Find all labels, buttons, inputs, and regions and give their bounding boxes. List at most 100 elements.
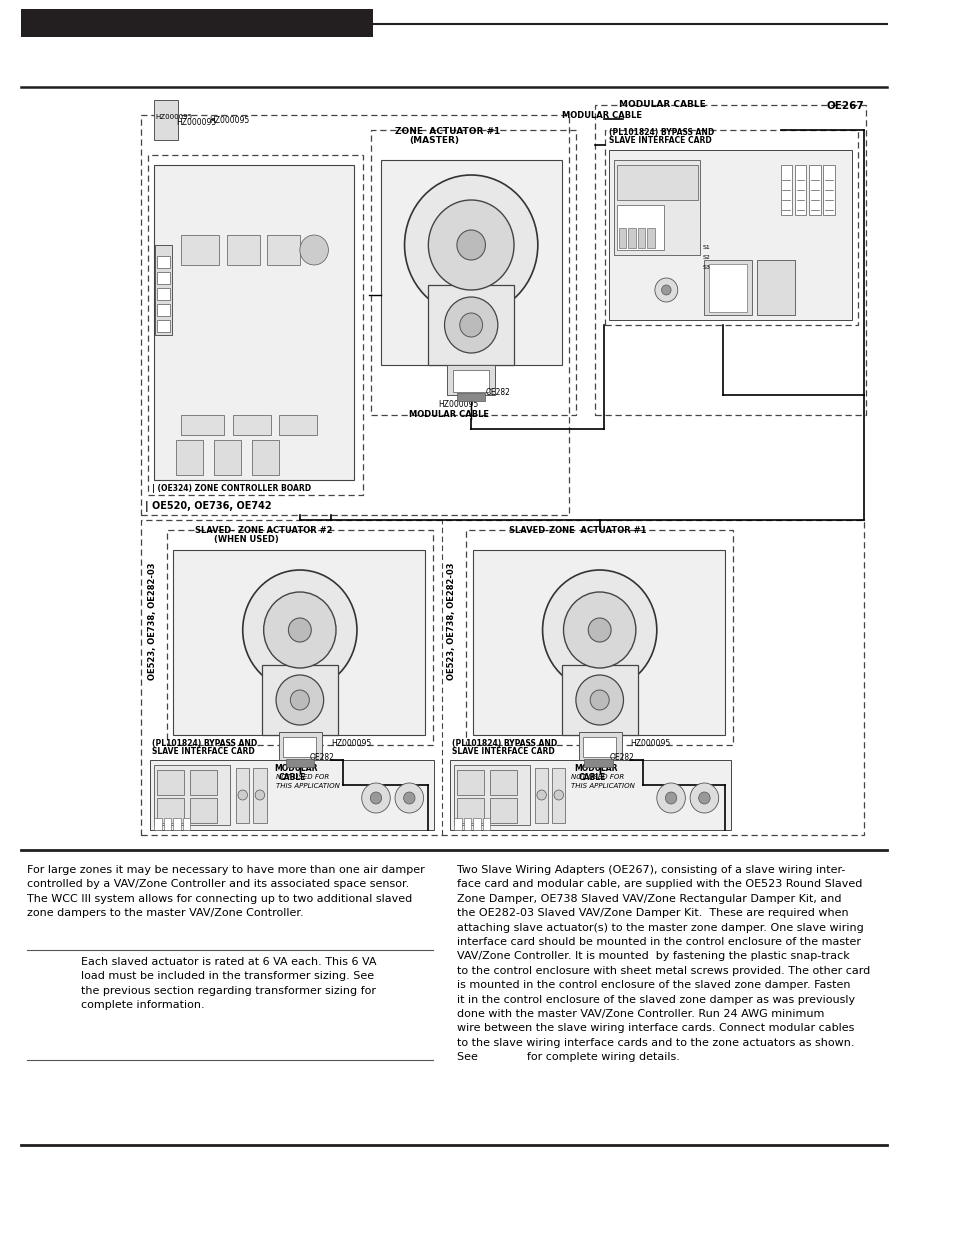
Text: ZONE  ACTUATOR #1: ZONE ACTUATOR #1 <box>395 127 499 136</box>
Bar <box>155 245 172 335</box>
Bar <box>173 550 425 735</box>
Text: OE282: OE282 <box>609 753 634 762</box>
Bar <box>157 256 171 268</box>
Text: (PL101824) BYPASS AND: (PL101824) BYPASS AND <box>452 739 557 748</box>
Circle shape <box>370 792 381 804</box>
Bar <box>756 261 794 315</box>
Bar <box>609 149 851 320</box>
Circle shape <box>554 790 563 800</box>
Bar <box>278 415 316 435</box>
Circle shape <box>654 278 677 303</box>
Text: OE282: OE282 <box>485 388 510 396</box>
Text: S2: S2 <box>701 254 710 261</box>
Circle shape <box>242 571 356 690</box>
Text: MODULAR CABLE: MODULAR CABLE <box>561 111 641 120</box>
Circle shape <box>263 592 335 668</box>
Bar <box>173 818 181 830</box>
Text: S3: S3 <box>701 266 710 270</box>
Bar <box>261 664 337 735</box>
Bar <box>584 760 613 767</box>
Bar <box>646 228 654 248</box>
Bar <box>578 732 621 760</box>
Bar <box>278 732 321 760</box>
Bar <box>151 760 434 830</box>
Text: SLAVED- ZONE ACTUATOR #2: SLAVED- ZONE ACTUATOR #2 <box>195 526 333 535</box>
Text: HZ000095: HZ000095 <box>630 739 670 748</box>
Bar <box>618 228 626 248</box>
Text: S1: S1 <box>701 245 709 249</box>
Text: OE523, OE738, OE282-03: OE523, OE738, OE282-03 <box>447 562 456 680</box>
Bar <box>535 768 548 823</box>
Bar <box>141 520 863 835</box>
Circle shape <box>459 312 482 337</box>
Bar <box>154 818 162 830</box>
Bar <box>154 100 178 140</box>
Circle shape <box>403 792 415 804</box>
Text: (PL101824) BYPASS AND: (PL101824) BYPASS AND <box>152 739 257 748</box>
Text: OE282: OE282 <box>309 753 334 762</box>
Bar <box>447 366 495 395</box>
Bar <box>456 393 485 401</box>
Bar <box>808 165 820 215</box>
Bar <box>157 288 171 300</box>
Text: NOT USED FOR: NOT USED FOR <box>571 774 623 781</box>
Bar <box>167 530 433 745</box>
Text: THIS APPLICATION: THIS APPLICATION <box>571 783 635 789</box>
Bar <box>252 440 278 475</box>
Bar <box>456 769 483 795</box>
Bar <box>638 228 644 248</box>
Bar <box>454 818 461 830</box>
Bar <box>617 165 697 200</box>
Text: CABLE: CABLE <box>278 773 306 782</box>
Text: HZ000095: HZ000095 <box>331 739 371 748</box>
Bar <box>561 664 638 735</box>
Text: CABLE: CABLE <box>578 773 605 782</box>
Bar <box>450 760 730 830</box>
Circle shape <box>361 783 390 813</box>
Bar <box>473 550 724 735</box>
Bar <box>226 235 259 266</box>
Text: MODULAR: MODULAR <box>274 764 317 773</box>
Bar <box>176 440 203 475</box>
Circle shape <box>664 792 676 804</box>
Bar <box>822 165 834 215</box>
Bar <box>482 818 490 830</box>
Circle shape <box>444 296 497 353</box>
Bar <box>154 764 230 825</box>
Circle shape <box>660 285 670 295</box>
Bar <box>780 165 791 215</box>
Bar <box>708 264 746 312</box>
Bar <box>21 9 373 37</box>
Bar <box>164 818 172 830</box>
Bar <box>233 415 271 435</box>
Bar <box>490 798 517 823</box>
Bar <box>614 161 699 254</box>
Circle shape <box>428 200 514 290</box>
Circle shape <box>290 690 309 710</box>
Text: SLAVE INTERFACE CARD: SLAVE INTERFACE CARD <box>452 747 555 756</box>
Bar <box>181 235 218 266</box>
Circle shape <box>542 571 656 690</box>
Bar <box>380 161 561 366</box>
Text: (WHEN USED): (WHEN USED) <box>214 535 278 543</box>
Bar <box>191 798 216 823</box>
Circle shape <box>588 618 611 642</box>
Bar <box>703 261 751 315</box>
Bar <box>794 165 805 215</box>
Text: Each slaved actuator is rated at 6 VA each. This 6 VA
load must be included in t: Each slaved actuator is rated at 6 VA ea… <box>81 957 376 1010</box>
Circle shape <box>288 618 311 642</box>
Text: For large zones it may be necessary to have more than one air damper
controlled : For large zones it may be necessary to h… <box>27 864 424 918</box>
Circle shape <box>254 790 264 800</box>
Text: HZ000095: HZ000095 <box>176 119 216 127</box>
Circle shape <box>456 230 485 261</box>
Text: OE523, OE738, OE282-03: OE523, OE738, OE282-03 <box>148 562 156 680</box>
Bar <box>191 769 216 795</box>
Bar <box>463 818 471 830</box>
Circle shape <box>237 790 247 800</box>
Bar <box>214 440 240 475</box>
Text: MODULAR CABLE: MODULAR CABLE <box>409 410 489 419</box>
Circle shape <box>275 676 323 725</box>
Text: HZ000095: HZ000095 <box>437 400 477 409</box>
Bar <box>582 737 616 757</box>
Text: MODULAR CABLE: MODULAR CABLE <box>618 100 704 109</box>
